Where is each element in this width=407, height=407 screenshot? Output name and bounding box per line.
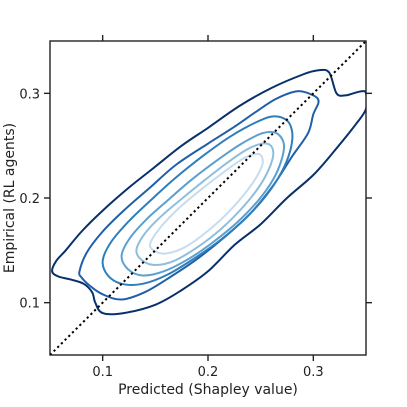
tick-layer: 0.1 0.2 0.3 0.1 0.2 0.3 (19, 35, 372, 380)
x-axis-label: Predicted (Shapley value) (118, 382, 298, 398)
contour-level-3 (101, 115, 294, 286)
y-tick-label: 0.3 (19, 87, 40, 102)
y-tick-label: 0.2 (19, 192, 40, 207)
contour-level-1 (51, 68, 366, 316)
x-tick-label: 0.1 (92, 365, 113, 380)
contour-layer (51, 68, 366, 316)
contour-level-6 (148, 152, 264, 255)
x-tick-label: 0.3 (303, 365, 324, 380)
contour-level-4 (120, 130, 286, 277)
contour-level-2 (78, 90, 320, 301)
x-tick-label: 0.2 (198, 365, 219, 380)
identity-reference-line (50, 41, 366, 355)
y-tick-label: 0.1 (19, 297, 40, 312)
contour-level-5 (135, 142, 275, 266)
y-axis-label: Empirical (RL agents) (2, 123, 18, 273)
